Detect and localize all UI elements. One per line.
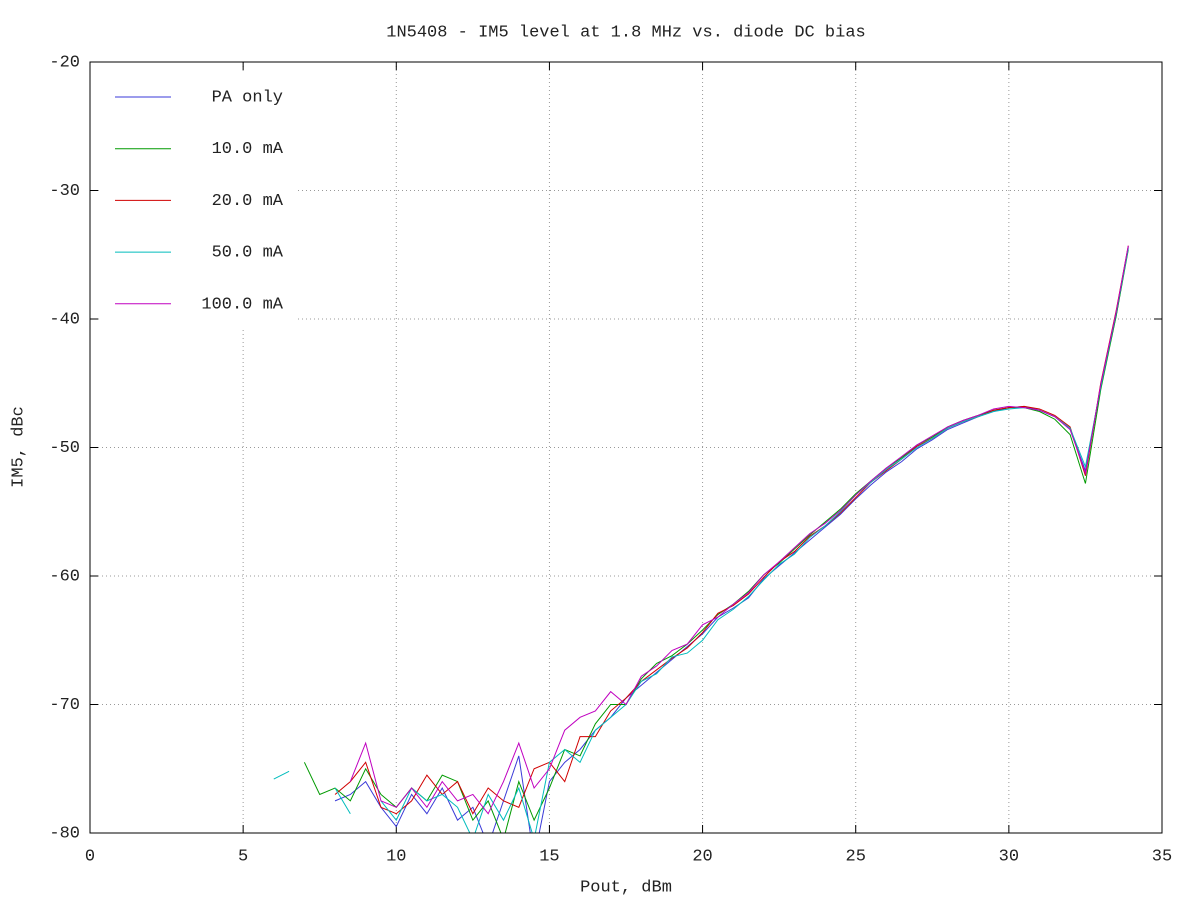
series-line — [334, 245, 1129, 815]
x-tick-label: 5 — [238, 847, 248, 866]
legend-label: 20.0 mA — [212, 192, 284, 211]
y-tick-label: -60 — [49, 567, 80, 586]
x-axis-label: Pout, dBm — [580, 878, 672, 897]
legend: PA only 10.0 mA 20.0 mA 50.0 mA 100.0 mA — [100, 72, 295, 327]
x-tick-label: 10 — [386, 847, 406, 866]
x-tick-label: 20 — [692, 847, 712, 866]
series-line — [273, 248, 1129, 833]
y-tick-label: -40 — [49, 310, 80, 329]
chart-title: 1N5408 - IM5 level at 1.8 MHz vs. diode … — [386, 23, 865, 42]
legend-label: 100.0 mA — [201, 295, 283, 314]
y-tick-label: -20 — [49, 53, 80, 72]
series-line — [349, 245, 1129, 815]
legend-label: PA only — [212, 88, 283, 107]
x-tick-label: 35 — [1152, 847, 1172, 866]
legend-label: 10.0 mA — [212, 140, 284, 159]
legend-box — [100, 72, 295, 327]
y-tick-label: -30 — [49, 182, 80, 201]
plot-frame — [89, 61, 1163, 834]
x-tick-label: 0 — [85, 847, 95, 866]
legend-label: 50.0 mA — [212, 244, 284, 263]
plot-lines — [273, 245, 1129, 833]
y-axis-label: IM5, dBc — [9, 406, 28, 488]
x-tick-label: 30 — [999, 847, 1019, 866]
y-tick-label: -80 — [49, 824, 80, 843]
x-tick-label: 25 — [846, 847, 866, 866]
y-tick-label: -70 — [49, 696, 80, 715]
y-tick-label: -50 — [49, 439, 80, 458]
x-tick-label: 15 — [539, 847, 559, 866]
